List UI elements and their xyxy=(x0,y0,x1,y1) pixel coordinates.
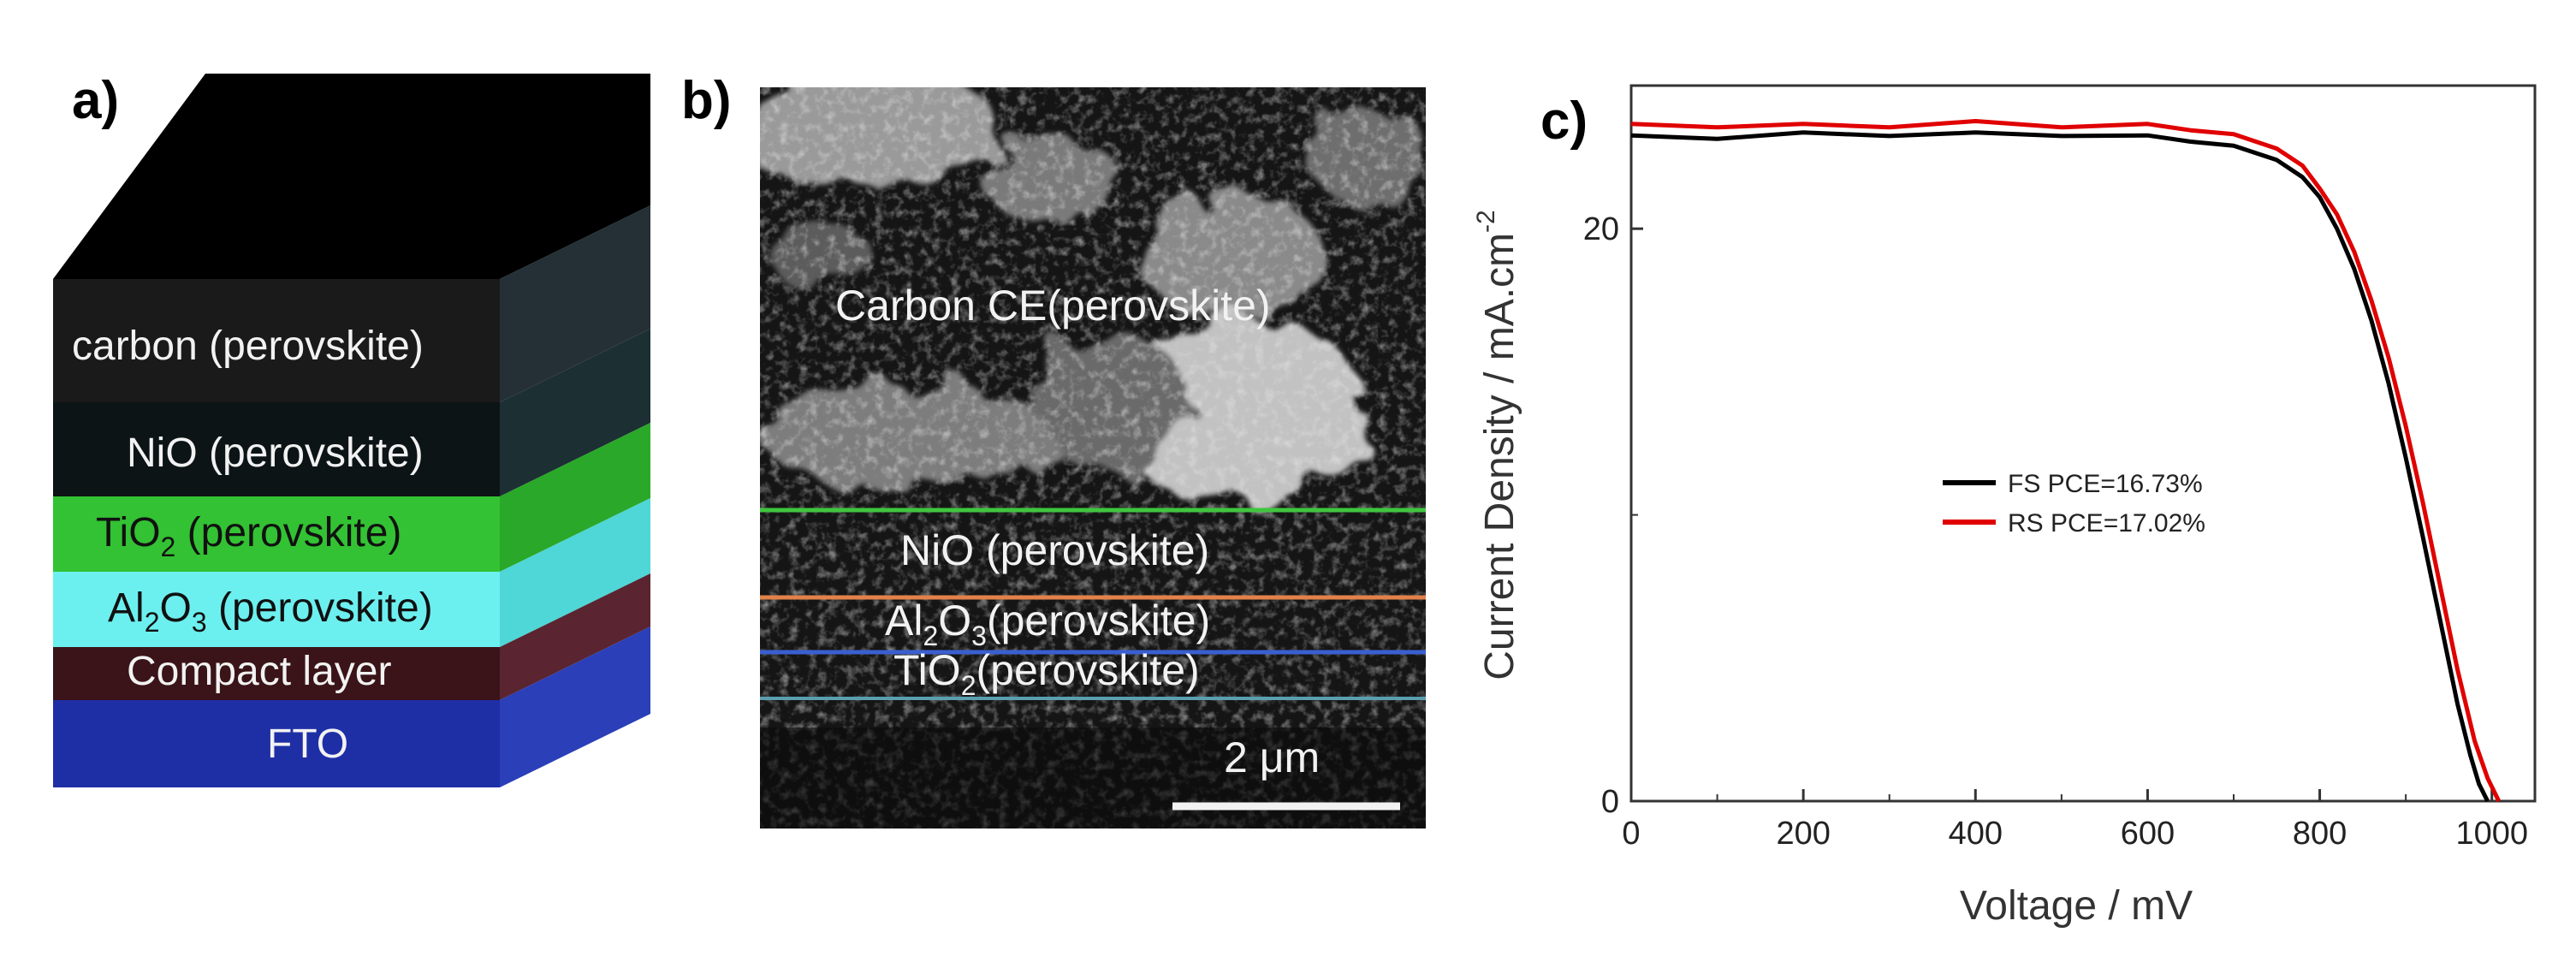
stack-top-face xyxy=(53,74,650,279)
sem-label-tio2: TiO2(perovskite) xyxy=(893,646,1200,701)
layer-carbon-label: carbon (perovskite) xyxy=(72,324,424,369)
legend-label-rs: RS PCE=17.02% xyxy=(2008,509,2205,537)
legend: FS PCE=16.73% RS PCE=17.02% xyxy=(1943,470,2205,537)
layer-fto-side xyxy=(500,627,650,787)
x-tick-label: 0 xyxy=(1622,816,1640,852)
layer-nio-side xyxy=(500,329,650,496)
plot-frame xyxy=(1629,84,2537,803)
layer-carbon-front xyxy=(53,279,500,402)
layer-al2o3-front xyxy=(53,572,500,647)
sem-label-nio: NiO (perovskite) xyxy=(900,526,1209,574)
legend-label-fs: FS PCE=16.73% xyxy=(2008,470,2203,498)
panel-c-label: c) xyxy=(1540,92,1588,151)
layer-fto-label: FTO xyxy=(267,722,348,767)
sem-cross-section: Carbon CE(perovskite) NiO (perovskite) A… xyxy=(760,87,1426,828)
layer-compact-side xyxy=(500,573,650,700)
layer-carbon-side xyxy=(500,205,650,402)
layer-al2o3-label: Al2O3 (perovskite) xyxy=(108,585,433,638)
x-tick-label: 1000 xyxy=(2455,816,2528,852)
layer-fto-front xyxy=(53,700,500,787)
y-tick-label: 20 xyxy=(1583,211,1619,247)
y-tick-label: 0 xyxy=(1601,784,1619,820)
layer-nio-label: NiO (perovskite) xyxy=(127,431,424,476)
sem-label-carbon: Carbon CE(perovskite) xyxy=(835,282,1271,330)
layer-nio-front xyxy=(53,402,500,496)
series-line-rs xyxy=(1630,119,2502,803)
layer-compact-front xyxy=(53,647,500,700)
x-tick-label: 800 xyxy=(2293,816,2347,852)
layer-stack-diagram: carbon (perovskite) NiO (perovskite) TiO… xyxy=(53,74,650,787)
layer-tio2-front xyxy=(53,496,500,572)
x-tick-label: 400 xyxy=(1949,816,2003,852)
x-axis-title: Voltage / mV xyxy=(1960,883,2193,929)
layer-tio2-side xyxy=(500,423,650,572)
x-tick-label: 600 xyxy=(2121,816,2175,852)
layer-tio2-label: TiO2 (perovskite) xyxy=(96,510,401,562)
panel-b-label: b) xyxy=(681,71,732,130)
sem-label-al2o3: Al2O3(perovskite) xyxy=(885,597,1210,651)
layer-al2o3-side xyxy=(500,498,650,647)
sem-scale-bar-label: 2 μm xyxy=(1224,733,1320,781)
series-line-fs xyxy=(1630,130,2490,803)
layer-compact-label: Compact layer xyxy=(127,649,391,694)
y-axis-title: Current Density / mA.cm-2 xyxy=(1472,210,1522,680)
panel-a-label: a) xyxy=(72,71,120,130)
x-tick-label: 200 xyxy=(1776,816,1830,852)
